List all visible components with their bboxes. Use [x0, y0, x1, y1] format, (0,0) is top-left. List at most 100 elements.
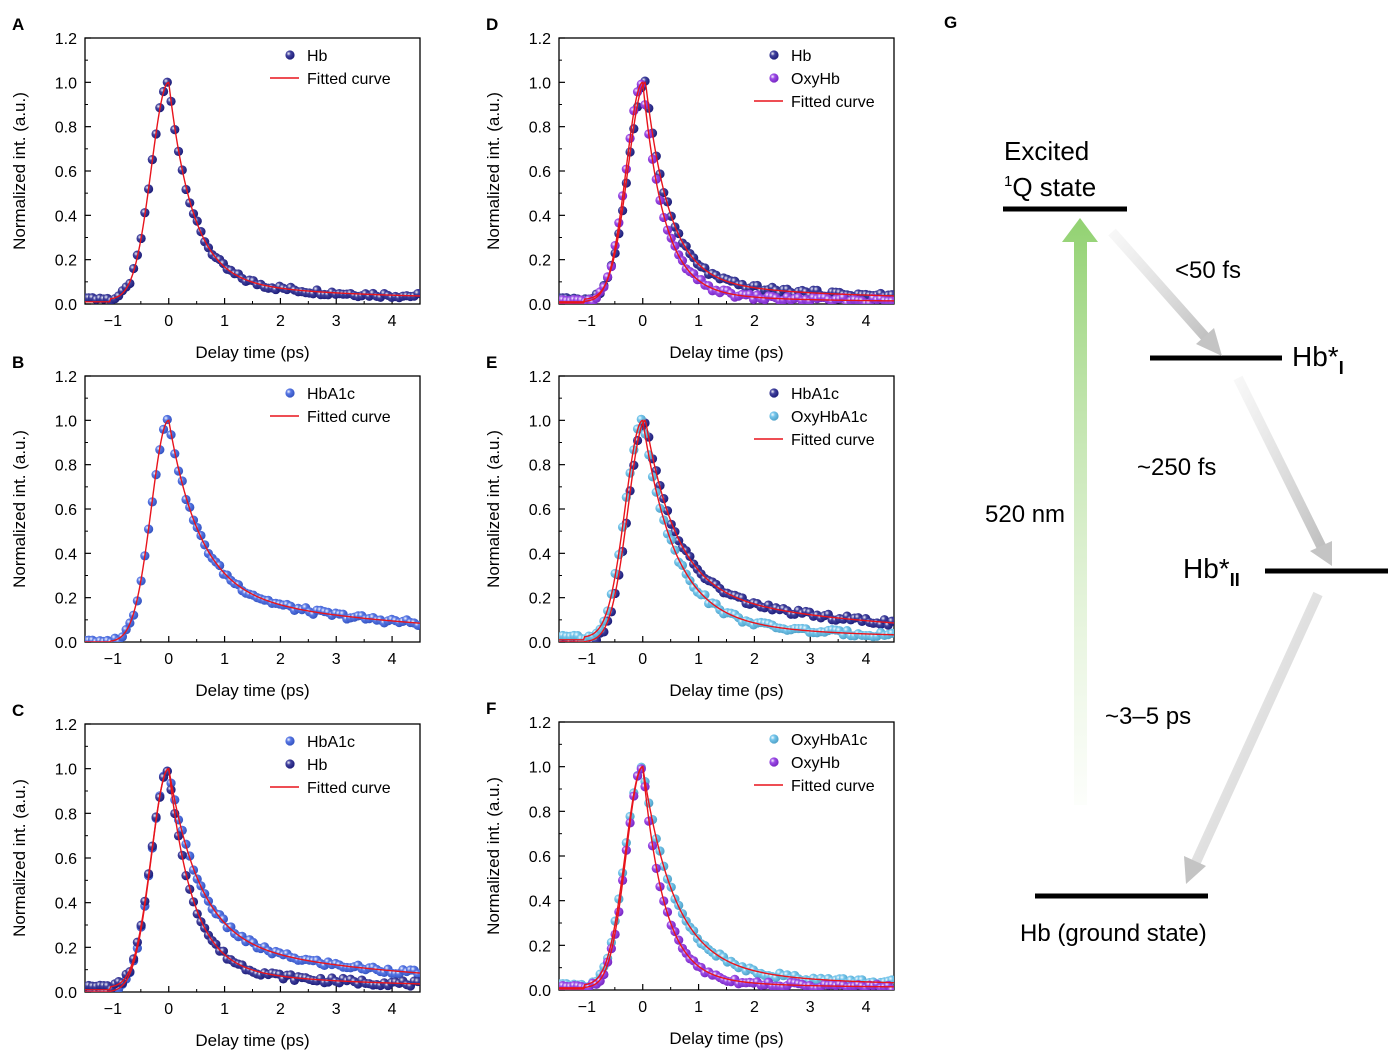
data-point-highlight	[226, 922, 236, 932]
data-point-highlight	[117, 978, 128, 988]
x-axis-label: Delay time (ps)	[669, 681, 783, 700]
y-tick-label: 0.8	[529, 804, 551, 821]
y-tick-label: 0.4	[55, 896, 77, 913]
x-tick-label: 3	[332, 1001, 341, 1018]
excited-state-label-line1: Excited	[1004, 136, 1089, 166]
excited-state-superscript: 1	[1004, 173, 1012, 190]
series-points-oxyhba1c	[559, 414, 894, 642]
x-axis-label: Delay time (ps)	[669, 343, 783, 362]
legend: HbA1c OxyHbA1c Fitted curve	[754, 386, 875, 449]
series-points-hb	[85, 766, 420, 992]
y-tick-label: 0.4	[55, 208, 77, 225]
x-tick-label: 3	[806, 651, 815, 668]
data-point-highlight	[117, 632, 128, 642]
hb-star-1-label: Hb*I	[1292, 341, 1344, 378]
y-tick-label: 1.0	[55, 762, 77, 779]
y-tick-label: 1.2	[55, 31, 77, 48]
plot-area	[559, 414, 894, 642]
data-point-highlight	[162, 414, 172, 425]
fitted-curve	[85, 419, 420, 642]
y-tick-label: 1.0	[529, 760, 551, 777]
ground-state-label: Hb (ground state)	[1020, 920, 1207, 947]
y-tick-label: 0.6	[529, 849, 551, 866]
y-tick-label: 0.4	[55, 546, 77, 563]
legend-fit-label: Fitted curve	[307, 409, 391, 426]
x-tick-label: −1	[578, 651, 596, 668]
fitted-curve	[85, 767, 420, 991]
legend-label: OxyHb	[791, 755, 840, 772]
panel-letter-A: A	[12, 15, 24, 34]
y-tick-label: 0.0	[529, 297, 551, 314]
y-tick-label: 0.6	[55, 851, 77, 868]
y-tick-label: 1.2	[529, 31, 551, 48]
x-axis-label: Delay time (ps)	[195, 1031, 309, 1050]
legend-marker-highlight	[285, 759, 295, 769]
x-tick-label: 0	[164, 313, 173, 330]
legend-marker-highlight	[285, 388, 295, 398]
pump-arrow	[1062, 218, 1098, 805]
x-tick-label: 1	[694, 313, 703, 330]
legend-label: HbA1c	[307, 734, 355, 751]
x-tick-label: 0	[638, 651, 647, 668]
hb-star-1-name: Hb*	[1292, 341, 1339, 372]
y-axis-label: Normalized int. (a.u.)	[484, 430, 503, 588]
x-tick-label: 2	[276, 1001, 285, 1018]
y-tick-label: 0.0	[55, 635, 77, 652]
x-tick-label: 0	[638, 313, 647, 330]
panel-letter-F: F	[486, 699, 496, 718]
x-tick-label: 3	[332, 651, 341, 668]
panel-c: C −1 0 1 2 3 4 0.0 0.2 0.4 0.6 0.8 1.0 1.2 Delay time …	[10, 701, 421, 1050]
data-point-highlight	[887, 628, 894, 638]
x-tick-label: 1	[220, 1001, 229, 1018]
data-point-highlight	[413, 969, 420, 979]
legend: HbA1c Hb Fitted curve	[270, 734, 391, 797]
y-tick-label: 0.0	[529, 983, 551, 1000]
transition-2-time-label: ~250 fs	[1137, 454, 1216, 481]
data-point-highlight	[636, 414, 646, 424]
excited-state-label-line2: 1Q state	[1004, 172, 1096, 202]
panel-e: E −1 0 1 2 3 4 0.0 0.2 0.4 0.6 0.8 1.0 1.2 Delay time …	[484, 353, 895, 700]
x-tick-label: 4	[388, 651, 397, 668]
transition-1-time-label: <50 fs	[1175, 257, 1241, 284]
legend: Hb Fitted curve	[270, 48, 391, 88]
y-tick-label: 0.2	[55, 591, 77, 608]
y-tick-label: 0.2	[55, 253, 77, 270]
y-tick-label: 0.2	[55, 940, 77, 957]
panel-letter-G: G	[944, 13, 957, 32]
fitted-curve	[85, 81, 420, 303]
panel-f: F −1 0 1 2 3 4 0.0 0.2 0.4 0.6 0.8 1.0 1.2 Delay time …	[484, 699, 895, 1048]
legend-fit-label: Fitted curve	[791, 432, 875, 449]
legend-marker-highlight	[285, 736, 295, 746]
pump-wavelength-label: 520 nm	[985, 501, 1065, 528]
series-points-hb	[85, 77, 420, 304]
plot-panels: A −1 0 1 2 3 4 0.0 0.2 0.4 0.6 0.8 1.0 1.2 Delay time …	[10, 15, 895, 1050]
series-points-oxyhba1c	[559, 762, 894, 990]
legend: HbA1c Fitted curve	[270, 386, 391, 426]
x-tick-label: 2	[750, 313, 759, 330]
legend-marker-highlight	[769, 734, 779, 744]
fitted-curve	[559, 765, 894, 990]
y-tick-label: 0.6	[529, 502, 551, 519]
y-tick-label: 1.2	[529, 715, 551, 732]
legend-label: OxyHbA1c	[791, 409, 867, 426]
x-tick-label: 2	[276, 313, 285, 330]
hb-star-2-subscript: II	[1230, 570, 1240, 590]
panel-b: B −1 0 1 2 3 4 0.0 0.2 0.4 0.6 0.8 1.0 1.2 Delay time …	[10, 353, 421, 700]
data-point-highlight	[685, 551, 695, 562]
data-point-highlight	[636, 764, 646, 774]
y-tick-label: 0.4	[529, 894, 551, 911]
legend-marker-highlight	[769, 73, 779, 83]
y-tick-label: 0.8	[55, 806, 77, 823]
y-tick-label: 0.2	[529, 938, 551, 955]
legend-label: OxyHbA1c	[791, 732, 867, 749]
hb-star-2-name: Hb*	[1183, 553, 1230, 584]
fitted-curve	[559, 765, 894, 989]
x-tick-label: 0	[164, 651, 173, 668]
y-tick-label: 0.2	[529, 591, 551, 608]
legend-marker-highlight	[769, 411, 779, 421]
panel-letter-E: E	[486, 353, 497, 372]
x-tick-label: 4	[862, 651, 871, 668]
plot-area	[85, 766, 420, 992]
legend-label: Hb	[307, 48, 328, 65]
x-tick-label: −1	[578, 999, 596, 1016]
